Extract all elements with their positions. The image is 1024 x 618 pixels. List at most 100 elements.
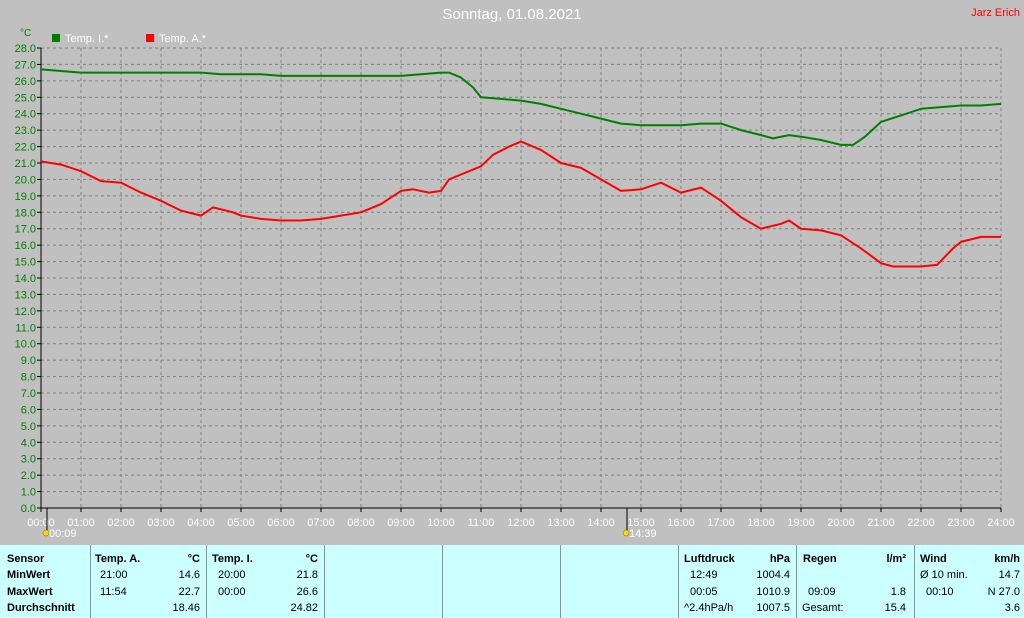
x-tick-label: 22:00 (907, 517, 935, 529)
x-tick-label: 06:00 (267, 517, 295, 529)
temp-a-header: Temp. A. (95, 553, 141, 565)
temp-i-max-value: 26.6 (296, 586, 318, 598)
col-regen (796, 545, 914, 618)
y-tick-label: 11.0 (15, 322, 36, 334)
y-tick-label: 28.0 (15, 43, 36, 55)
luftdruck-header: Luftdruck (684, 553, 735, 565)
x-tick-label: 03:00 (147, 517, 175, 529)
y-tick-label: 4.0 (21, 437, 36, 449)
author-label: Jarz Erich (971, 7, 1020, 19)
x-tick-label: 08:00 (347, 517, 375, 529)
luftdruck-unit: hPa (769, 553, 790, 565)
y-tick-label: 5.0 (21, 421, 36, 433)
sun-icon (42, 529, 50, 537)
y-tick-label: 26.0 (15, 76, 36, 88)
chart-series (40, 68, 1002, 268)
y-tick-label: 1.0 (21, 487, 36, 499)
temp-i-min-value: 21.8 (296, 569, 318, 581)
regen-max-time: 09:09 (808, 586, 836, 598)
y-axis-ticks: 0.0 1.0 2.0 3.0 4.0 5.0 6.0 7.0 8.0 9.0 10.0 11.0 12… (15, 28, 41, 515)
col-empty-2 (442, 545, 560, 618)
y-unit-label: °C (20, 28, 31, 39)
regen-header: Regen (803, 553, 837, 565)
y-tick-label: 16.0 (15, 240, 36, 252)
x-tick-label: 19:00 (787, 517, 815, 529)
luftdruck-max-value: 1010.9 (756, 586, 790, 598)
y-tick-label: 10.0 (15, 339, 36, 351)
col-temp-a (90, 545, 206, 618)
temp-i-unit: °C (305, 553, 318, 565)
x-tick-label: 11:00 (468, 517, 495, 529)
y-tick-label: 8.0 (21, 372, 36, 384)
temp-a-min-time: 21:00 (100, 569, 128, 581)
x-tick-label: 18:00 (747, 517, 775, 529)
temp-i-header: Temp. I. (212, 553, 253, 565)
wind-avg-value: 14.7 (998, 569, 1020, 581)
y-tick-label: 24.0 (15, 109, 36, 121)
temp-a-unit: °C (187, 553, 200, 565)
x-tick-label: 23:00 (947, 517, 975, 529)
wind-unit: km/h (994, 553, 1020, 565)
y-tick-label: 17.0 (15, 224, 36, 236)
row-label-avg: Durchschnitt (7, 602, 75, 614)
x-tick-label: 17:00 (707, 517, 735, 529)
x-tick-label: 00:00 (27, 517, 55, 529)
chart-legend: Temp. I.* Temp. A.* (52, 33, 207, 45)
luftdruck-max-time: 00:05 (690, 586, 718, 598)
temp-i-max-time: 00:00 (218, 586, 246, 598)
y-tick-label: 22.0 (15, 142, 36, 154)
luftdruck-avg-value: 1007.5 (756, 602, 790, 614)
y-tick-label: 21.0 (15, 158, 36, 170)
wind-mean-value: 3.6 (1004, 602, 1020, 614)
y-tick-label: 9.0 (21, 355, 36, 367)
temp-a-max-time: 11:54 (100, 586, 127, 598)
legend-label: Temp. I.* (65, 33, 109, 45)
col-empty-1 (324, 545, 442, 618)
wind-avg-label: Ø 10 min. (920, 569, 968, 581)
y-tick-label: 6.0 (21, 404, 36, 416)
regen-total-value: 15.4 (884, 602, 906, 614)
x-tick-label: 07:00 (307, 517, 335, 529)
y-tick-label: 27.0 (15, 59, 36, 71)
temp-i-min-time: 20:00 (218, 569, 246, 581)
row-label-max: MaxWert (7, 586, 53, 598)
sensor-header: Sensor (7, 553, 45, 565)
x-tick-label: 01:00 (67, 517, 95, 529)
chart-grid (40, 47, 1002, 509)
x-tick-label: 09:00 (387, 517, 415, 529)
y-tick-label: 18.0 (15, 207, 36, 219)
x-tick-label: 02:00 (107, 517, 135, 529)
x-tick-label: 05:00 (227, 517, 255, 529)
sun-icon (622, 529, 630, 537)
sun-marker-label: 00:09 (49, 528, 77, 540)
y-tick-label: 3.0 (21, 454, 36, 466)
y-tick-label: 13.0 (15, 289, 36, 301)
x-tick-label: 16:00 (667, 517, 695, 529)
row-label-min: MinWert (7, 569, 51, 581)
luftdruck-min-value: 1004.4 (756, 569, 790, 581)
x-tick-label: 14:00 (587, 517, 615, 529)
col-luftdruck (678, 545, 796, 618)
summary-panel (0, 545, 1024, 618)
temp-a-min-value: 14.6 (178, 569, 200, 581)
series-line-temp-i (40, 68, 1002, 146)
chart-title: Sonntag, 01.08.2021 (442, 6, 582, 23)
col-temp-i (206, 545, 324, 618)
temp-i-avg-value: 24.82 (290, 602, 318, 614)
temperature-chart: 0.0 1.0 2.0 3.0 4.0 5.0 6.0 7.0 8.0 9.0 10.0 11.0 12… (15, 28, 1015, 540)
luftdruck-trend: ^2.4hPa/h (684, 602, 734, 614)
sun-markers: 00:09 14:39 (42, 508, 657, 540)
regen-unit: l/m² (886, 553, 906, 565)
x-tick-label: 04:00 (187, 517, 215, 529)
legend-label: Temp. A.* (159, 33, 207, 45)
y-tick-label: 23.0 (15, 125, 36, 137)
x-tick-label: 24:00 (987, 517, 1015, 529)
legend-swatch (52, 34, 60, 42)
wind-max-time: 00:10 (926, 586, 954, 598)
temp-a-avg-value: 18.46 (172, 602, 200, 614)
x-tick-label: 13:00 (547, 517, 575, 529)
y-tick-label: 20.0 (15, 174, 36, 186)
col-wind (914, 545, 1024, 618)
x-tick-label: 21:00 (867, 517, 895, 529)
wind-header: Wind (920, 553, 947, 565)
